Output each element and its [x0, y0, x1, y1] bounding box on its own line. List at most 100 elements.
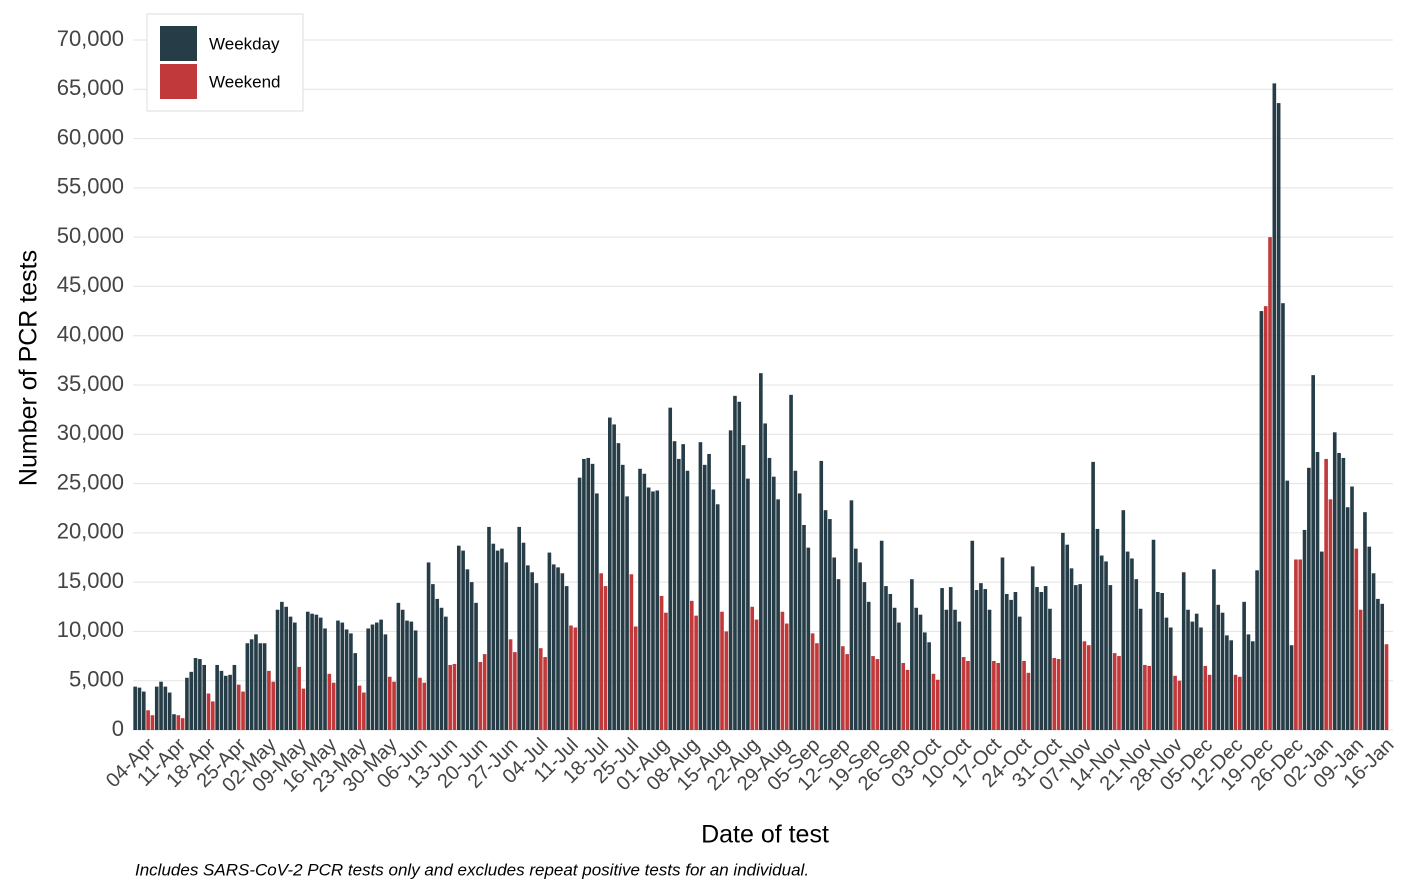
bar: [1220, 612, 1225, 730]
y-tick-label: 50,000: [57, 223, 124, 248]
bar: [797, 493, 802, 730]
bar: [491, 543, 496, 730]
bar: [573, 627, 578, 730]
bar: [1272, 83, 1277, 730]
bar: [1289, 645, 1294, 730]
bar: [871, 656, 875, 730]
bar: [469, 582, 474, 730]
bar: [1138, 608, 1143, 730]
bar: [258, 643, 263, 730]
bar: [163, 686, 168, 730]
bar: [232, 664, 237, 730]
bar: [586, 457, 591, 730]
y-tick-label: 55,000: [57, 174, 124, 199]
bar: [1376, 598, 1380, 730]
bar: [1294, 559, 1298, 730]
bar: [1039, 592, 1044, 730]
y-tick-label: 70,000: [57, 26, 124, 51]
x-axis-title: Date of test: [701, 821, 829, 849]
bar: [1026, 672, 1031, 730]
bar: [569, 625, 573, 730]
bar: [1302, 529, 1307, 730]
bar: [193, 658, 198, 730]
bar: [154, 686, 159, 730]
bar: [1147, 665, 1152, 730]
bar: [556, 567, 560, 730]
bar: [711, 489, 716, 730]
bar: [910, 579, 914, 730]
bar: [953, 609, 957, 730]
bar: [1035, 587, 1039, 730]
bar: [629, 574, 634, 730]
bar: [685, 470, 690, 730]
bar: [603, 586, 608, 730]
bar: [1074, 585, 1078, 730]
bar: [737, 401, 742, 730]
bar: [784, 623, 789, 730]
bar: [905, 669, 910, 730]
bar: [349, 633, 353, 730]
bar: [888, 593, 893, 730]
bar: [331, 682, 336, 730]
bar: [1043, 586, 1048, 730]
bar: [141, 691, 146, 730]
bar: [935, 679, 940, 730]
bar: [715, 504, 720, 730]
bar: [655, 490, 660, 730]
bar: [1212, 569, 1216, 730]
bar: [1108, 585, 1113, 730]
bar: [1017, 616, 1022, 730]
bar: [1328, 499, 1333, 730]
bar: [435, 598, 440, 730]
bar: [392, 681, 396, 730]
bar: [1380, 603, 1385, 730]
bar: [633, 626, 638, 730]
y-tick-label: 30,000: [57, 420, 124, 445]
bar: [517, 526, 522, 730]
bar: [180, 718, 185, 730]
bar: [1065, 544, 1070, 730]
bar: [724, 631, 729, 730]
bar: [396, 602, 401, 730]
bar: [759, 373, 763, 730]
bar: [793, 470, 798, 730]
bar: [314, 614, 319, 730]
bar: [267, 670, 271, 730]
bar: [918, 614, 923, 730]
bar: [1363, 512, 1367, 730]
bar: [1030, 566, 1035, 730]
bar: [754, 619, 759, 730]
bar: [439, 607, 444, 730]
bar: [620, 464, 625, 730]
bar: [1384, 644, 1389, 730]
bar: [866, 601, 871, 730]
bar: [974, 590, 979, 730]
bar: [979, 583, 983, 730]
bar: [146, 710, 150, 730]
bar: [638, 468, 642, 730]
bar: [1168, 627, 1173, 730]
bar: [482, 654, 487, 730]
bar: [543, 657, 547, 730]
bar: [1164, 617, 1169, 730]
bar: [409, 621, 414, 730]
legend: Weekday Weekend: [146, 13, 304, 112]
bar: [353, 653, 358, 730]
bar: [823, 510, 828, 730]
bar: [625, 496, 629, 730]
bar: [1216, 604, 1221, 730]
bar: [280, 601, 284, 730]
bar: [547, 552, 552, 730]
bar: [931, 673, 936, 730]
bar: [1069, 568, 1074, 730]
bar: [150, 715, 155, 730]
bar: [1345, 507, 1350, 730]
bar: [698, 442, 703, 730]
bar: [672, 441, 677, 730]
bar: [582, 458, 586, 730]
bar: [513, 652, 517, 730]
bar: [681, 444, 685, 730]
bar: [677, 458, 681, 730]
